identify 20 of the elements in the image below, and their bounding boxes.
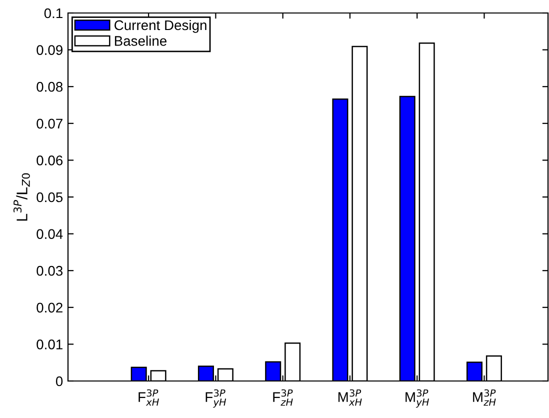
x-tick-label: M$^{3P}$$_{xH}$ [338, 389, 362, 406]
x-tick-label: M$^{3P}$$_{yH}$ [406, 389, 429, 408]
y-tick-label: 0.03 [36, 266, 63, 276]
x-tick-label: F$^{3P}$$_{xH}$ [138, 389, 159, 406]
y-tick-label: 0 [56, 376, 63, 386]
y-tick-label: 0.06 [36, 156, 63, 166]
y-tick-label: 0.02 [36, 302, 62, 313]
x-tick-label: F$^{3P}$$_{zH}$ [273, 389, 293, 406]
legend-label: Baseline [114, 36, 166, 46]
y-tick-label: 0.04 [36, 229, 63, 239]
y-tick-label: 0.01 [36, 340, 62, 350]
y-axis-title: L$^{3P}$/L$_{Z0}$ [13, 173, 30, 221]
y-tick-label: 0.08 [36, 82, 63, 92]
legend-label: Current Design [114, 20, 206, 33]
y-tick-label: 0.07 [36, 118, 62, 129]
x-tick-label: M$^{3P}$$_{zH}$ [473, 389, 496, 406]
y-tick-label: 0.05 [36, 192, 63, 202]
x-tick-label: F$^{3P}$$_{yH}$ [206, 389, 226, 408]
y-tick-label: 0.1 [44, 8, 62, 18]
y-tick-label: 0.09 [36, 45, 62, 55]
